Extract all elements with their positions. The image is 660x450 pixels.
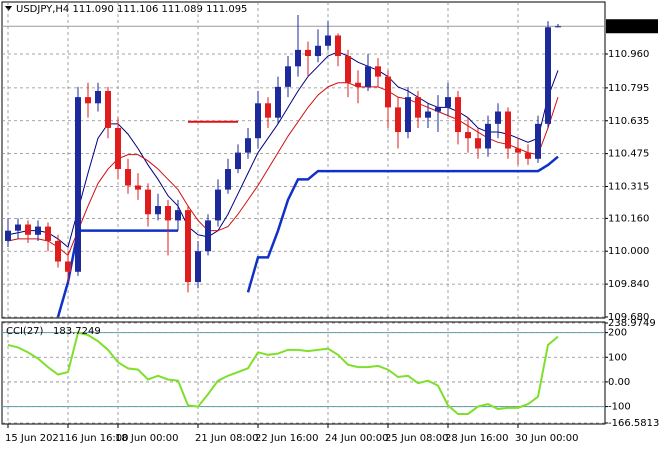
chart-title: USDJPY,H4 111.090 111.106 111.089 111.09… xyxy=(16,4,247,15)
indicator-value: 183.7249 xyxy=(53,326,101,337)
candle-body xyxy=(45,226,51,241)
y-tick-label: 110.000 xyxy=(608,246,649,257)
cci-line xyxy=(7,331,559,415)
candle-body xyxy=(495,111,501,124)
x-tick-label: 15 Jun 2021 xyxy=(5,433,65,444)
candle-body xyxy=(365,66,371,87)
y-tick-label: 200 xyxy=(608,328,627,339)
candle-body xyxy=(205,220,211,252)
x-tick-label: 16 Jun 16:00 xyxy=(65,433,129,444)
candle-body xyxy=(505,111,511,149)
y-tick-label: 110.475 xyxy=(608,149,649,160)
menu-arrow xyxy=(5,6,12,11)
candle-body xyxy=(285,66,291,87)
candle-body xyxy=(455,97,461,133)
candle-body xyxy=(185,210,191,283)
x-tick-label: 28 Jun 16:00 xyxy=(445,433,509,444)
indicator-name: CCI(27) xyxy=(6,326,44,337)
candle-body xyxy=(175,210,181,221)
candle-body xyxy=(5,230,11,241)
current-price-label: 111.095 xyxy=(608,21,649,32)
candle-body xyxy=(15,224,21,231)
y-tick-label: 110.635 xyxy=(608,116,649,127)
candle-body xyxy=(105,90,111,128)
candle-body xyxy=(445,97,451,108)
candle-body xyxy=(385,76,391,108)
candle-body xyxy=(115,127,121,170)
candle-body xyxy=(65,261,71,272)
x-tick-label: 24 Jun 00:00 xyxy=(325,433,389,444)
candle-body xyxy=(165,206,171,221)
candle-body xyxy=(55,240,61,262)
candle-body xyxy=(345,56,351,83)
y-tick-label: 100 xyxy=(608,352,627,363)
y-tick-label: 110.315 xyxy=(608,182,649,193)
candle-body xyxy=(265,103,271,118)
y-tick-label: 110.795 xyxy=(608,83,649,94)
y-tick-label: -100 xyxy=(608,402,631,413)
candle-body xyxy=(375,66,381,77)
indicator-line xyxy=(7,51,559,248)
candle-body xyxy=(515,148,521,153)
candle-body xyxy=(195,251,201,283)
candle-body xyxy=(475,138,481,149)
candle-body xyxy=(295,49,301,67)
y-tick-label: 110.960 xyxy=(608,49,649,60)
candle-body xyxy=(305,49,311,57)
candle-body xyxy=(535,123,541,159)
candle-body xyxy=(395,107,401,133)
x-tick-label: 18 Jun 00:00 xyxy=(115,433,179,444)
candle-body xyxy=(145,189,151,215)
candle-body xyxy=(235,152,241,170)
cci-panel xyxy=(1,321,606,425)
candle-body xyxy=(325,35,331,46)
candle-body xyxy=(435,107,441,112)
candle-body xyxy=(255,103,261,139)
candle-body xyxy=(95,90,101,104)
candle-body xyxy=(485,123,491,149)
price-panel xyxy=(1,1,606,319)
y-tick-label: 109.680 xyxy=(608,312,649,323)
candle-body xyxy=(225,169,231,190)
y-tick-label: 110.160 xyxy=(608,213,649,224)
y-tick-label: 0.00 xyxy=(608,377,630,388)
candle-body xyxy=(75,97,81,272)
candle-body xyxy=(405,97,411,133)
candle-body xyxy=(215,189,221,221)
x-tick-label: 22 Jun 16:00 xyxy=(255,433,319,444)
candle-body xyxy=(315,45,321,57)
current-price-box xyxy=(606,19,658,34)
candle-body xyxy=(125,169,131,186)
indicator-line xyxy=(7,82,559,257)
x-tick-label: 21 Jun 08:00 xyxy=(195,433,259,444)
candle-body xyxy=(555,26,561,28)
indicator-line xyxy=(246,155,559,293)
y-tick-label: 238.9749 xyxy=(608,318,656,329)
candle-body xyxy=(135,185,141,190)
candle-body xyxy=(275,86,281,118)
candle-body xyxy=(525,152,531,159)
candle-body xyxy=(25,224,31,235)
candle-body xyxy=(425,111,431,118)
x-tick-label: 30 Jun 00:00 xyxy=(515,433,579,444)
candle-body xyxy=(415,97,421,118)
candle-body xyxy=(35,226,41,235)
candle-body xyxy=(545,27,551,124)
y-tick-label: -166.5813 xyxy=(608,418,659,429)
y-tick-label: 109.840 xyxy=(608,279,649,290)
candle-body xyxy=(335,35,341,57)
candle-body xyxy=(85,97,91,104)
candle-body xyxy=(355,82,361,87)
x-tick-label: 25 Jun 08:00 xyxy=(385,433,449,444)
candle-body xyxy=(155,206,161,215)
candle-body xyxy=(245,138,251,153)
candle-body xyxy=(465,132,471,139)
